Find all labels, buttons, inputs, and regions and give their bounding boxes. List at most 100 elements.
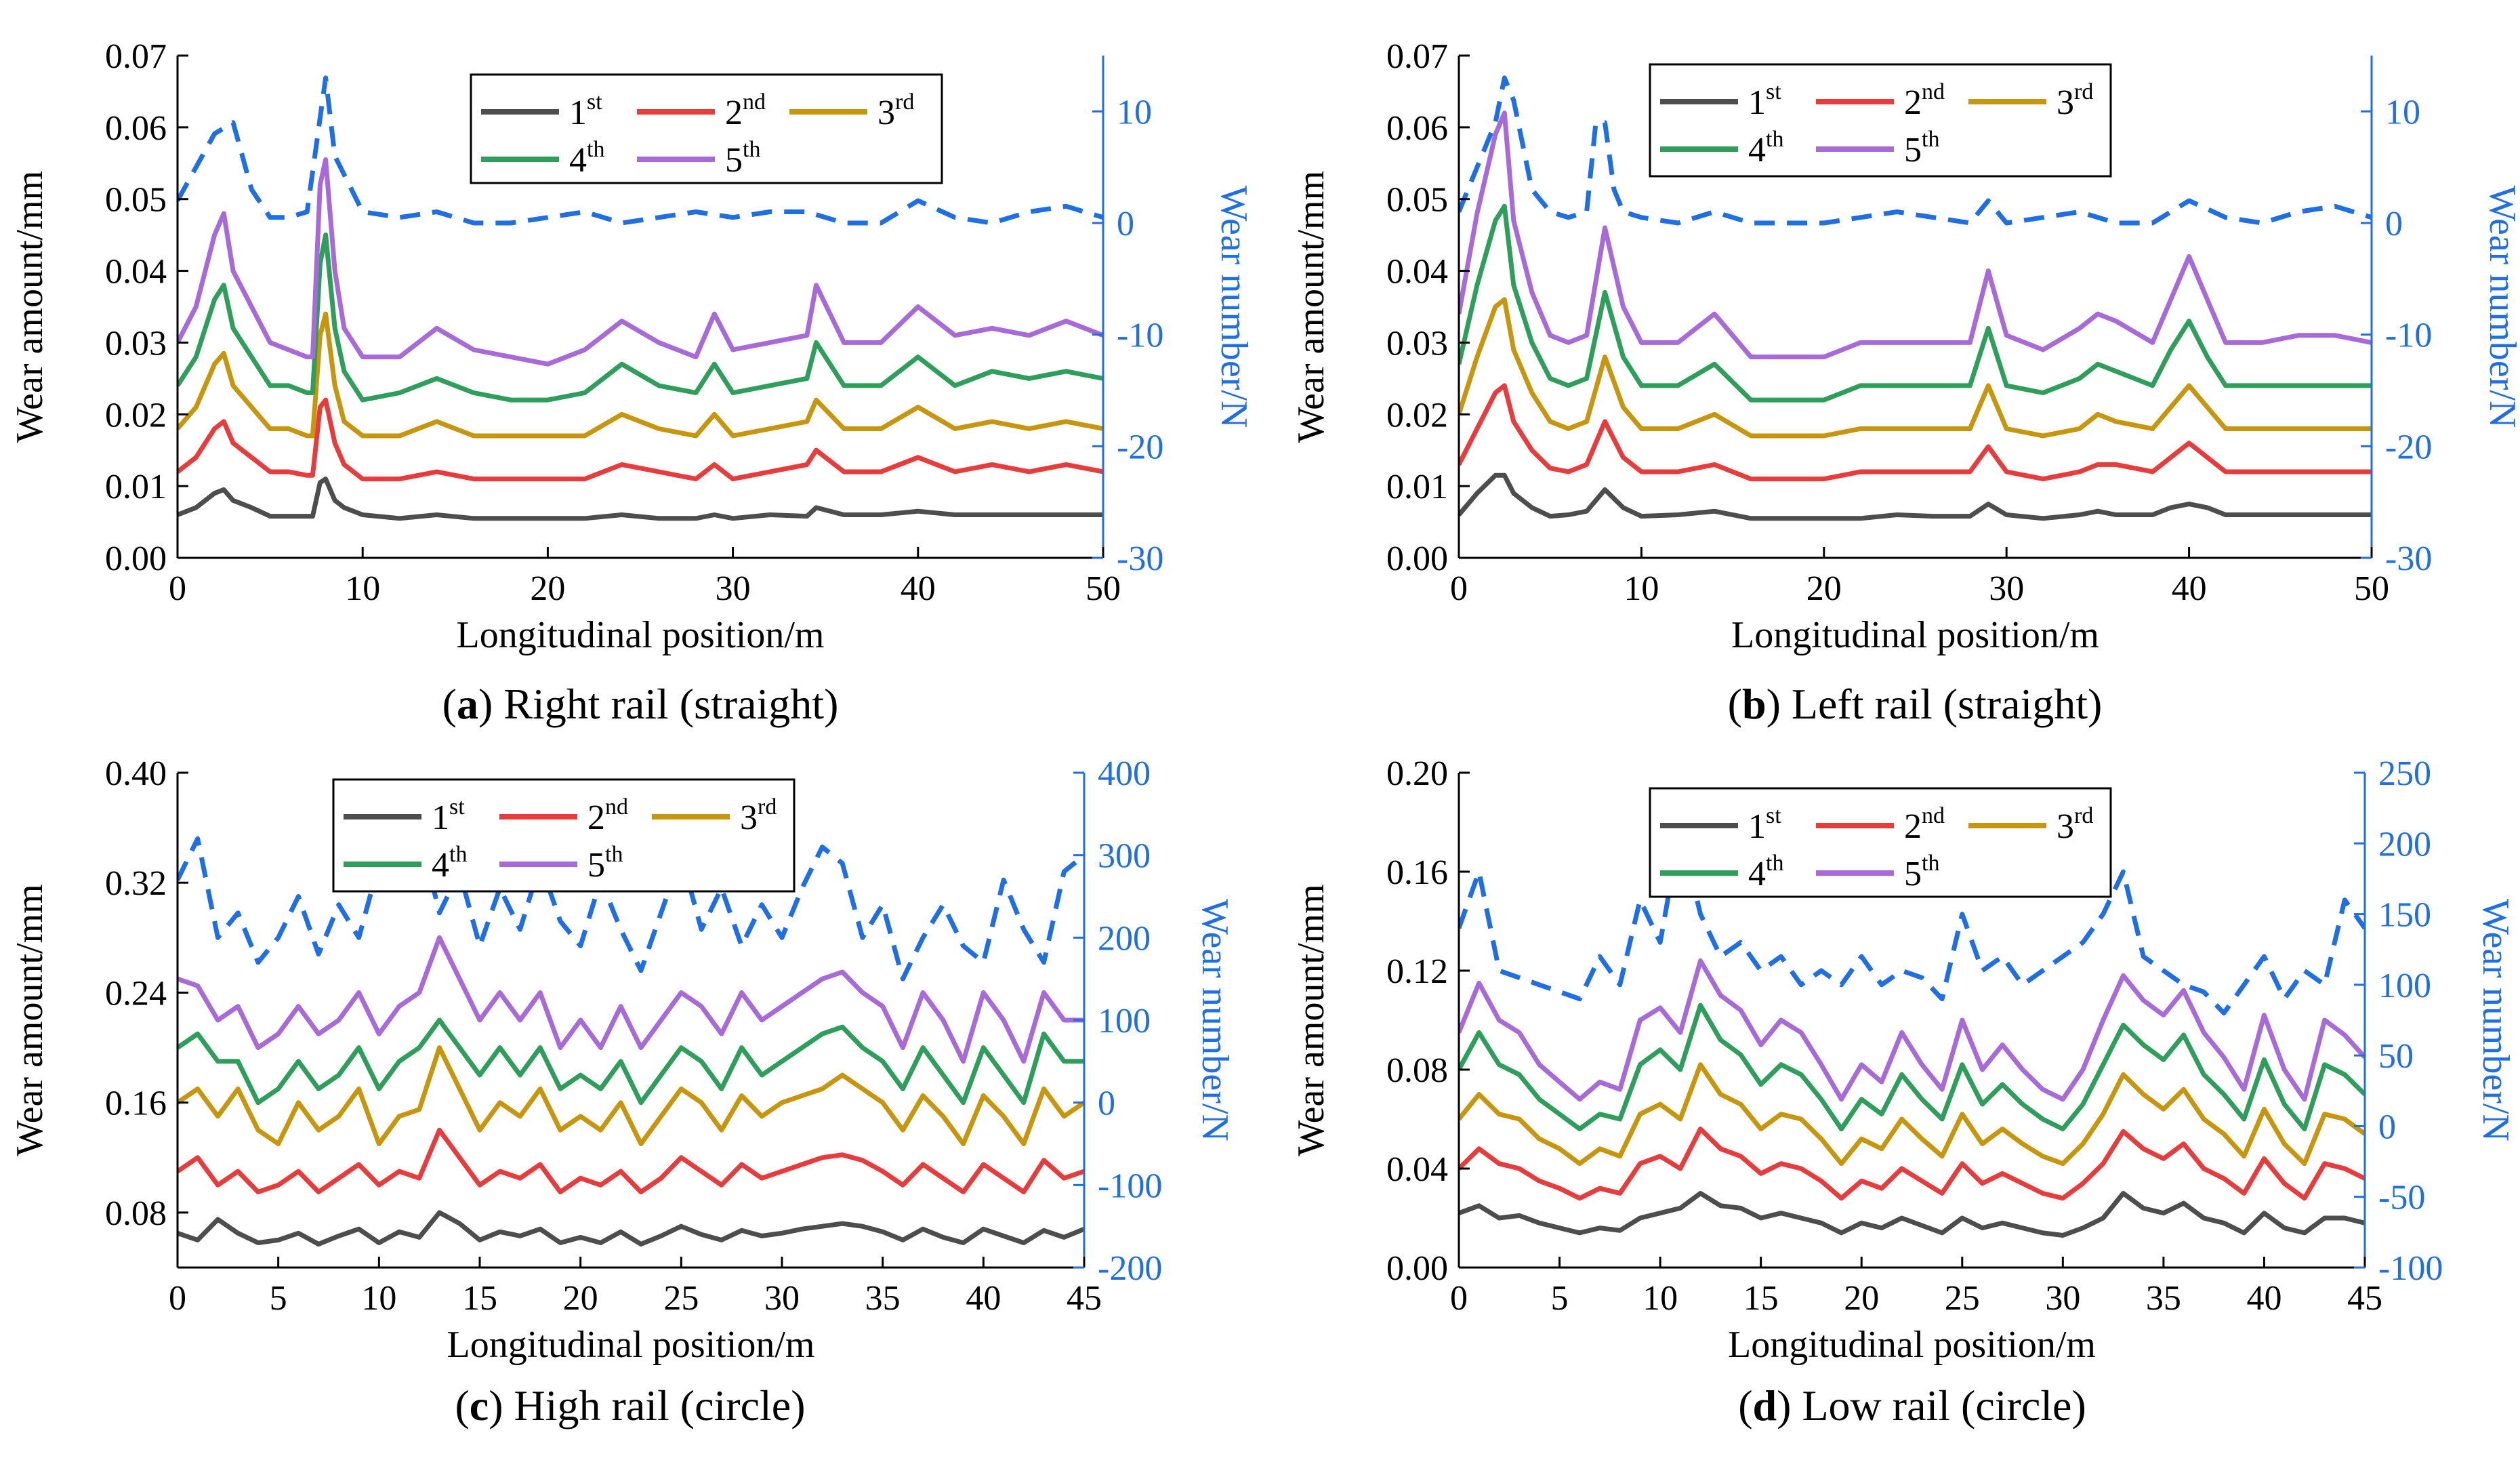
- y-tick-label: 0.05: [105, 181, 167, 220]
- legend-label-superscript: th: [1766, 851, 1783, 876]
- legend-label-3: 3rd: [2057, 79, 2093, 122]
- legend-label-3: 3rd: [740, 794, 777, 837]
- caption-text: Left rail (straight): [1792, 680, 2102, 728]
- y-tick-label: 0.07: [105, 37, 167, 76]
- y2-tick-label: -30: [2385, 540, 2432, 578]
- chart-panel-d: 0 5 10 15 20 25 30 35 40 450.000.040.080.120.160.…: [1290, 754, 2517, 1430]
- x-tick-label: 40: [901, 569, 936, 608]
- series-line-5: [1459, 110, 2372, 360]
- series-line-2: [178, 397, 1103, 482]
- legend-label-base: 5: [725, 141, 743, 180]
- legend-label-superscript: th: [1922, 127, 1939, 152]
- legend-label-1: 1st: [1748, 803, 1781, 846]
- legend-label-2: 2nd: [1904, 803, 1945, 846]
- y2-tick-label: 100: [2378, 967, 2431, 1005]
- y2-tick-label: -100: [2378, 1249, 2443, 1288]
- series-line-3: [1459, 1062, 2365, 1167]
- legend-label-superscript: nd: [1922, 803, 1945, 828]
- legend-box: [1649, 787, 2112, 898]
- x-tick-label: 20: [563, 1279, 598, 1318]
- legend-label-base: 1: [1748, 83, 1766, 122]
- y-tick-label: 0.01: [1386, 468, 1448, 506]
- y2-axis-title: Wear number/N: [2481, 186, 2520, 428]
- y2-tick-label: 10: [2385, 93, 2420, 131]
- y-tick-label: 0.16: [1386, 853, 1448, 892]
- y-axis-title: Wear amount/mm: [9, 884, 51, 1156]
- x-tick-label: 35: [865, 1279, 901, 1318]
- legend-label-superscript: th: [605, 842, 623, 867]
- y-axis-title: Wear amount/mm: [9, 171, 51, 443]
- y-tick-label: 0.04: [1386, 1150, 1448, 1189]
- legend-label-base: 1: [1748, 807, 1766, 846]
- series-line-3: [1459, 297, 2372, 439]
- x-tick-label: 10: [1624, 569, 1659, 608]
- legend-label-base: 5: [1904, 855, 1922, 893]
- series-line-4: [1459, 203, 2372, 403]
- legend-label-1: 1st: [1748, 79, 1781, 122]
- legend-label-2: 2nd: [725, 89, 766, 132]
- x-tick-label: 5: [1551, 1279, 1569, 1318]
- x-tick-label: 30: [2045, 1279, 2080, 1318]
- y-tick-label: 0.03: [105, 324, 167, 363]
- panel-caption: (b) Left rail (straight): [1728, 680, 2103, 728]
- wear-number-line: [178, 828, 1084, 981]
- y2-axis-title: Wear number/N: [1194, 899, 1236, 1141]
- y2-tick-label: 250: [2378, 754, 2431, 793]
- series-line-2: [1459, 1127, 2365, 1201]
- x-axis-title: Longitudinal position/m: [447, 1324, 815, 1366]
- series-line-4: [1459, 1003, 2365, 1132]
- y2-tick-label: 50: [2378, 1037, 2414, 1076]
- x-axis-title: Longitudinal position/m: [1731, 614, 2099, 656]
- y2-tick-label: 0: [1117, 205, 1134, 243]
- legend-label-base: 4: [432, 846, 449, 885]
- caption-letter: d: [1753, 1381, 1777, 1430]
- y-tick-label: 0.01: [105, 468, 167, 506]
- legend-label-4: 4th: [1748, 851, 1783, 893]
- legend-label-base: 2: [725, 94, 743, 132]
- y-tick-label: 0.02: [105, 396, 167, 434]
- legend-label-5: 5th: [1904, 127, 1939, 169]
- y2-tick-label: -100: [1098, 1167, 1162, 1205]
- series-line-5: [1459, 958, 2365, 1102]
- chart-panel-a: 0 10 20 30 40 500.000.010.020.030.040.050.060…: [9, 37, 1255, 728]
- legend-label-2: 2nd: [1904, 79, 1945, 122]
- wear-number-line: [1459, 75, 2372, 226]
- y2-tick-label: -20: [1117, 428, 1163, 466]
- y-tick-label: 0.06: [105, 109, 167, 148]
- caption-letter: a: [457, 680, 478, 728]
- y2-tick-label: 10: [1117, 93, 1152, 131]
- legend: 1st 2nd 3rd 4th 5th: [1649, 63, 2112, 178]
- y-tick-label: 0.08: [1386, 1051, 1448, 1090]
- legend-label-5: 5th: [725, 137, 760, 180]
- y2-axis-title: Wear number/N: [1213, 186, 1255, 428]
- y2-axis-title: Wear number/N: [2475, 899, 2517, 1141]
- y-tick-label: 0.05: [1386, 181, 1448, 220]
- panel-caption: (c) High rail (circle): [455, 1381, 805, 1430]
- legend-label-superscript: nd: [743, 89, 766, 115]
- legend-label-base: 1: [432, 798, 449, 837]
- y2-tick-label: -200: [1098, 1249, 1162, 1288]
- legend-label-superscript: rd: [2074, 803, 2093, 828]
- caption-close-paren: ): [1777, 1381, 1802, 1430]
- y-tick-label: 0.32: [105, 864, 167, 903]
- legend-label-4: 4th: [1748, 127, 1783, 169]
- series-line-1: [178, 477, 1103, 521]
- legend-label-base: 4: [1748, 855, 1766, 893]
- y-tick-label: 0.06: [1386, 109, 1448, 148]
- caption-text: Low rail (circle): [1802, 1381, 2086, 1430]
- legend-label-base: 2: [1904, 83, 1922, 122]
- y-tick-label: 0.00: [1386, 1249, 1448, 1288]
- legend-label-4: 4th: [432, 842, 467, 885]
- x-tick-label: 20: [530, 569, 565, 608]
- y-tick-label: 0.08: [105, 1194, 167, 1233]
- legend-label-superscript: th: [1922, 851, 1939, 876]
- caption-close-paren: ): [1767, 680, 1792, 728]
- y2-tick-label: 200: [1098, 919, 1151, 958]
- legend-label-superscript: rd: [758, 794, 777, 819]
- x-tick-label: 50: [2354, 569, 2389, 608]
- wear-number-line: [1459, 826, 2365, 1016]
- legend-label-1: 1st: [569, 89, 602, 132]
- y-tick-label: 0.04: [105, 253, 167, 291]
- x-tick-label: 30: [716, 569, 751, 608]
